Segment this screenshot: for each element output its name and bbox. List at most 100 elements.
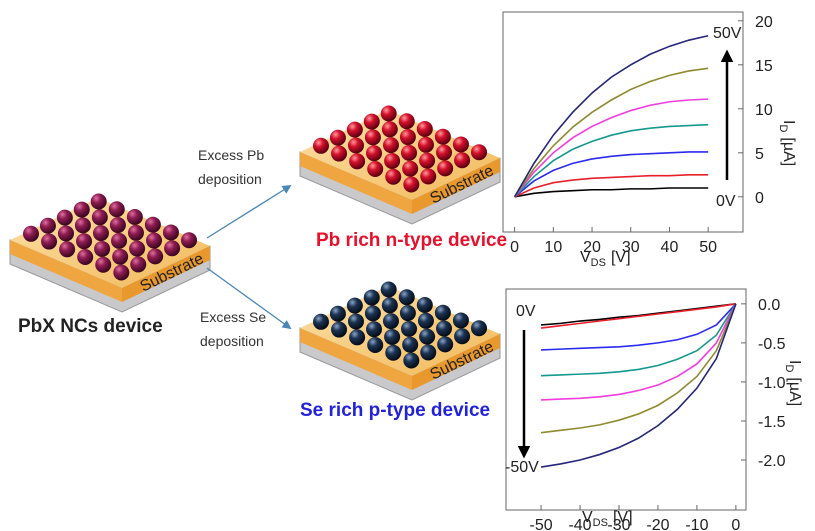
label-part: [µA]	[780, 137, 797, 166]
nanocrystal	[399, 113, 415, 129]
y-tick-label: -2.0	[758, 453, 786, 470]
nanocrystal	[419, 329, 435, 345]
label-part: [V]	[611, 249, 631, 266]
nanocrystal	[471, 320, 487, 336]
nanocrystal	[92, 209, 108, 225]
x-tick-label: -50	[530, 517, 553, 531]
nanocrystal	[147, 248, 163, 264]
nanocrystal	[128, 225, 144, 241]
nanocrystal	[57, 210, 73, 226]
nanocrystal	[384, 329, 400, 345]
nanocrystal	[384, 153, 400, 169]
nanocrystal	[111, 233, 127, 249]
nanocrystal	[76, 233, 92, 249]
nanocrystal	[313, 138, 329, 154]
nanocrystal	[385, 169, 401, 185]
nanocrystal	[402, 161, 418, 177]
nanocrystal	[453, 312, 469, 328]
nanocrystal	[59, 241, 75, 257]
nanocrystal	[146, 233, 162, 249]
nanocrystal	[130, 256, 146, 272]
nanocrystal	[419, 153, 435, 169]
nanocrystal	[383, 313, 399, 329]
arrow-label: deposition	[200, 333, 264, 349]
nanocrystal	[91, 193, 107, 209]
y-tick-label: -1.5	[758, 414, 786, 431]
y-axis-label: ID[µA]	[783, 360, 803, 406]
nanocrystal	[382, 121, 398, 137]
y-tick-label: 20	[755, 14, 773, 31]
nanocrystal	[348, 313, 364, 329]
nanocrystal	[401, 321, 417, 337]
nanocrystal	[181, 232, 197, 248]
nanocrystal	[471, 144, 487, 160]
nanocrystal	[74, 202, 90, 218]
figure: SubstrateSubstrateSubstrate Excess Pb de…	[0, 0, 815, 531]
nanocrystal	[385, 345, 401, 361]
nanocrystal	[113, 265, 129, 281]
page: SubstrateSubstrateSubstrate Excess Pb de…	[0, 0, 815, 531]
nanocrystal	[129, 241, 145, 257]
nanocrystal	[366, 321, 382, 337]
nanocrystal	[112, 249, 128, 265]
nanocrystal	[58, 225, 74, 241]
device-label: Se rich p-type device	[300, 400, 490, 421]
nanocrystal	[399, 289, 415, 305]
x-tick-label: 40	[661, 239, 679, 256]
nanocrystal	[382, 297, 398, 313]
nanocrystal	[163, 224, 179, 240]
nanocrystal	[436, 145, 452, 161]
nanocrystal	[348, 137, 364, 153]
nanocrystal	[367, 337, 383, 353]
nanocrystal	[330, 306, 346, 322]
nanocrystal	[401, 145, 417, 161]
nanocrystal	[330, 130, 346, 146]
x-axis-label: VDS[V]	[580, 249, 631, 269]
nanocrystal	[349, 153, 365, 169]
label-part: DS	[591, 257, 606, 269]
nanocrystal	[454, 328, 470, 344]
annotation: 50V	[713, 25, 742, 42]
nanocrystal	[40, 218, 56, 234]
plot-frame	[503, 12, 743, 232]
nanocrystal	[435, 129, 451, 145]
nanocrystal	[94, 241, 110, 257]
nanocrystal	[403, 353, 419, 369]
nanocrystal	[331, 146, 347, 162]
nanocrystal	[381, 281, 397, 297]
nanocrystal	[367, 161, 383, 177]
arrow-label: Excess Pb	[198, 147, 264, 163]
nanocrystal	[23, 226, 39, 242]
y-tick-label: 15	[755, 58, 773, 75]
nanocrystal	[453, 136, 469, 152]
label-part: D	[783, 364, 795, 372]
nanocrystal	[77, 249, 93, 265]
y-tick-label: -0.5	[758, 336, 786, 353]
label-part: V	[582, 509, 593, 526]
nanocrystal	[75, 217, 91, 233]
nanocrystal	[364, 114, 380, 130]
y-axis-label: ID[µA]	[777, 120, 797, 166]
x-tick-label: -10	[685, 517, 708, 531]
y-tick-label: 10	[755, 102, 773, 119]
nanocrystal	[437, 336, 453, 352]
nanocrystal	[365, 305, 381, 321]
annotation: -50V	[505, 459, 539, 476]
y-tick-label: 0	[755, 190, 764, 207]
x-tick-label: 0	[731, 517, 740, 531]
nanocrystal	[454, 152, 470, 168]
nanocrystal	[347, 298, 363, 314]
x-tick-label: 50	[699, 239, 717, 256]
x-tick-label: -20	[646, 517, 669, 531]
nanocrystal	[41, 234, 57, 250]
nanocrystal	[331, 322, 347, 338]
nanocrystal	[365, 129, 381, 145]
y-tick-label: -1.0	[758, 375, 786, 392]
x-tick-label: 0	[510, 239, 519, 256]
device-label: PbX NCs device	[18, 316, 163, 337]
arrow-label: deposition	[198, 171, 262, 187]
nanocrystal	[435, 305, 451, 321]
nanocrystal	[417, 121, 433, 137]
nanocrystal	[417, 297, 433, 313]
